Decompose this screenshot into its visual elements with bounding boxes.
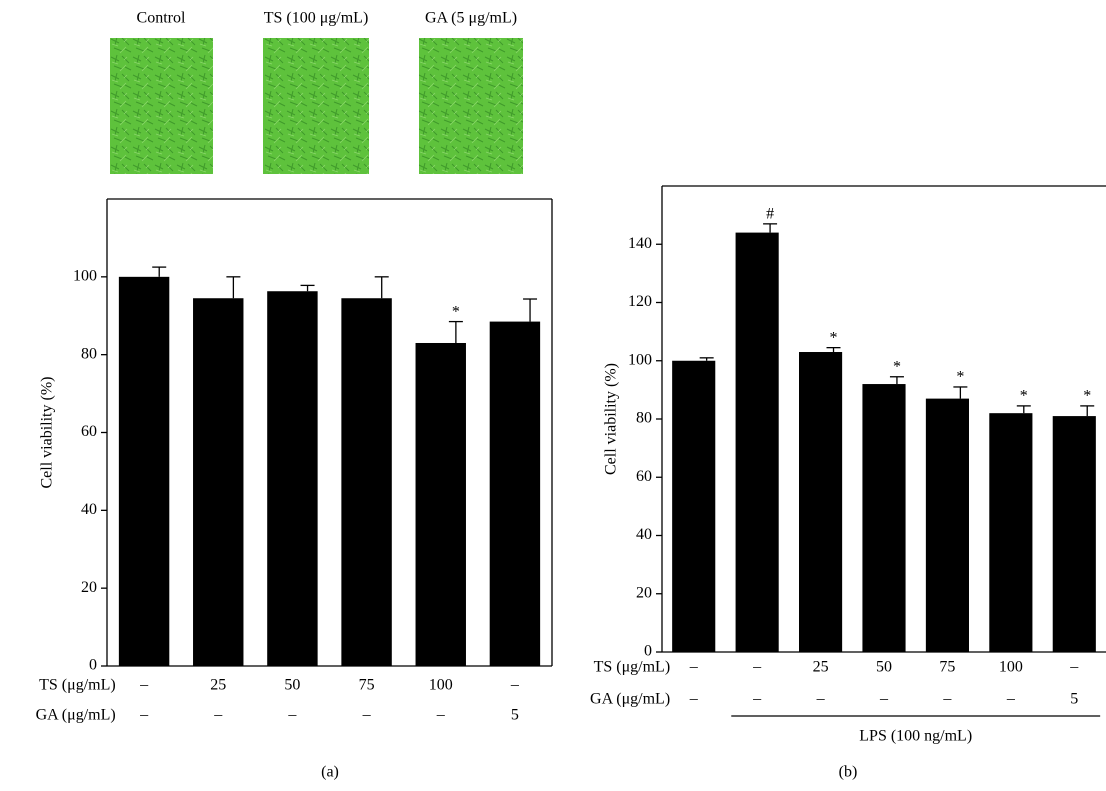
bar — [193, 298, 244, 666]
condition-value: 25 — [210, 677, 226, 694]
condition-value: 25 — [813, 659, 829, 676]
condition-label: GA (μg/mL) — [590, 691, 670, 708]
y-axis-label: Cell viability (%) — [603, 363, 620, 475]
condition-value: – — [879, 691, 889, 708]
bar — [267, 291, 318, 666]
panel-label: (a) — [321, 764, 339, 781]
bar — [415, 342, 466, 666]
micrograph-title: Control — [137, 10, 186, 27]
y-tick-label: 100 — [628, 351, 652, 368]
bar — [1052, 416, 1096, 652]
condition-value: – — [139, 677, 149, 694]
condition-value: – — [752, 691, 762, 708]
condition-value: – — [510, 677, 520, 694]
y-axis-label: Cell viability (%) — [39, 377, 56, 489]
condition-value: – — [689, 659, 699, 676]
condition-value: – — [689, 691, 699, 708]
micrograph — [263, 38, 369, 174]
y-tick-label: 120 — [628, 293, 652, 310]
condition-label: GA (μg/mL) — [36, 707, 116, 724]
bar — [989, 413, 1033, 652]
condition-value: – — [942, 691, 952, 708]
significance-marker: * — [452, 303, 460, 320]
y-tick-label: 20 — [81, 579, 97, 596]
y-tick-label: 140 — [628, 235, 652, 252]
condition-value: – — [139, 707, 149, 724]
condition-value: – — [436, 707, 446, 724]
bar — [672, 360, 716, 652]
y-tick-label: 40 — [636, 526, 652, 543]
significance-marker: * — [830, 329, 838, 346]
bar — [925, 398, 969, 652]
bar — [735, 232, 779, 652]
condition-label: TS (μg/mL) — [594, 659, 671, 676]
y-tick-label: 0 — [89, 657, 97, 674]
condition-value: 75 — [939, 659, 955, 676]
bar — [799, 352, 843, 652]
condition-value: 50 — [284, 677, 300, 694]
bar — [489, 321, 541, 666]
bar — [862, 384, 906, 652]
y-tick-label: 20 — [636, 584, 652, 601]
y-tick-label: 0 — [644, 643, 652, 660]
condition-value: – — [213, 707, 223, 724]
condition-value: 75 — [359, 677, 375, 694]
y-tick-label: 60 — [81, 423, 97, 440]
significance-marker: * — [893, 358, 901, 375]
condition-value: – — [752, 659, 762, 676]
condition-value: 50 — [876, 659, 892, 676]
group-label: LPS (100 ng/mL) — [859, 728, 972, 745]
y-tick-label: 80 — [636, 410, 652, 427]
condition-value: 100 — [429, 677, 453, 694]
condition-value: – — [1069, 659, 1079, 676]
significance-marker: # — [766, 206, 774, 223]
bar — [118, 276, 170, 666]
significance-marker: * — [956, 369, 964, 386]
y-tick-label: 60 — [636, 468, 652, 485]
micrograph — [110, 38, 213, 174]
y-tick-label: 40 — [81, 501, 97, 518]
micrograph — [419, 38, 523, 174]
significance-marker: * — [1020, 388, 1028, 405]
y-tick-label: 80 — [81, 345, 97, 362]
micrograph-title: GA (5 μg/mL) — [425, 10, 517, 27]
condition-value: – — [287, 707, 297, 724]
bar — [341, 298, 392, 666]
y-tick-label: 100 — [73, 268, 97, 285]
condition-value: 100 — [999, 659, 1023, 676]
condition-value: – — [816, 691, 826, 708]
condition-value: – — [362, 707, 372, 724]
condition-value: – — [1006, 691, 1016, 708]
panel-label: (b) — [839, 764, 858, 781]
significance-marker: * — [1083, 388, 1091, 405]
condition-value: 5 — [511, 707, 519, 724]
micrograph-title: TS (100 μg/mL) — [264, 10, 369, 27]
condition-label: TS (μg/mL) — [39, 677, 116, 694]
condition-value: 5 — [1070, 691, 1078, 708]
